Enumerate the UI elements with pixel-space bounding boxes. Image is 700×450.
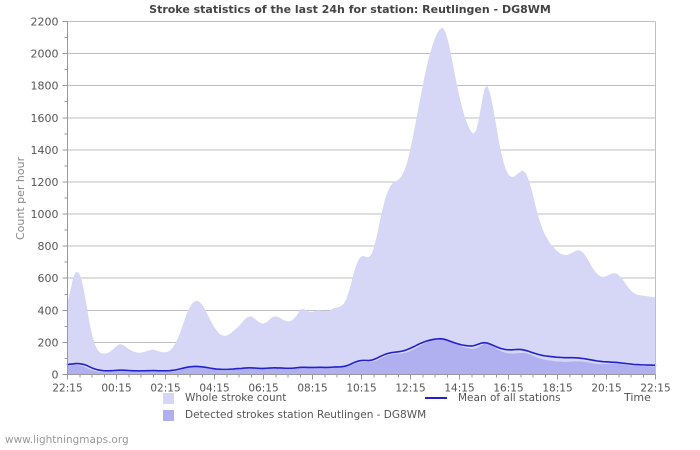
area-whole-stroke-count bbox=[67, 27, 656, 375]
svg-text:06:15: 06:15 bbox=[248, 383, 278, 395]
legend-label-whole-stroke-count: Whole stroke count bbox=[185, 392, 287, 404]
svg-text:400: 400 bbox=[38, 304, 59, 317]
svg-text:1400: 1400 bbox=[31, 144, 59, 157]
svg-text:1000: 1000 bbox=[31, 208, 59, 221]
svg-text:18:15: 18:15 bbox=[542, 383, 572, 395]
svg-text:600: 600 bbox=[38, 272, 59, 285]
footer-url: www.lightningmaps.org bbox=[5, 434, 129, 446]
axes bbox=[62, 21, 656, 380]
x-axis-tick-labels: 22:15 00:15 02:15 04:15 06:15 08:15 10:15 12:15… bbox=[52, 383, 670, 395]
svg-text:1600: 1600 bbox=[31, 112, 59, 125]
svg-text:12:15: 12:15 bbox=[395, 383, 425, 395]
legend-label-mean-of-all-stations: Mean of all stations bbox=[458, 392, 561, 404]
chart-title: Stroke statistics of the last 24h for st… bbox=[149, 3, 551, 16]
svg-text:04:15: 04:15 bbox=[199, 383, 229, 395]
svg-text:2200: 2200 bbox=[31, 16, 59, 29]
chart-legend: Whole stroke count Detected strokes stat… bbox=[0, 392, 700, 424]
svg-text:1200: 1200 bbox=[31, 176, 59, 189]
x-axis-label: Time bbox=[624, 391, 651, 404]
legend-label-detected-strokes: Detected strokes station Reutlingen - DG… bbox=[185, 409, 427, 421]
svg-text:20:15: 20:15 bbox=[591, 383, 621, 395]
svg-text:2000: 2000 bbox=[31, 48, 59, 61]
legend-swatch-detected-strokes bbox=[163, 409, 174, 421]
legend-swatch-whole-stroke-count bbox=[163, 392, 174, 404]
svg-text:22:15: 22:15 bbox=[640, 383, 670, 395]
legend-item-detected-strokes: Detected strokes station Reutlingen - DG… bbox=[163, 409, 426, 421]
svg-text:200: 200 bbox=[38, 336, 59, 349]
svg-text:16:15: 16:15 bbox=[493, 383, 523, 395]
svg-text:800: 800 bbox=[38, 240, 59, 253]
line-mean-of-all-stations bbox=[66, 337, 657, 372]
legend-line-mean-of-all-stations bbox=[425, 397, 447, 399]
area-detected-strokes bbox=[67, 337, 656, 375]
svg-text:14:15: 14:15 bbox=[444, 383, 474, 395]
svg-text:08:15: 08:15 bbox=[297, 383, 327, 395]
svg-text:0: 0 bbox=[52, 369, 59, 382]
svg-text:00:15: 00:15 bbox=[101, 383, 131, 395]
y-axis-label: Count per hour bbox=[14, 156, 27, 240]
legend-item-mean-of-all-stations: Mean of all stations bbox=[425, 392, 561, 404]
legend-item-whole-stroke-count: Whole stroke count bbox=[163, 392, 286, 404]
svg-text:22:15: 22:15 bbox=[52, 383, 82, 395]
svg-text:02:15: 02:15 bbox=[150, 383, 180, 395]
svg-text:10:15: 10:15 bbox=[346, 383, 376, 395]
y-axis-tick-labels: 0 200 400 600 800 1000 1200 1400 1600 1800 2000 220… bbox=[31, 16, 59, 382]
svg-text:1800: 1800 bbox=[31, 80, 59, 93]
